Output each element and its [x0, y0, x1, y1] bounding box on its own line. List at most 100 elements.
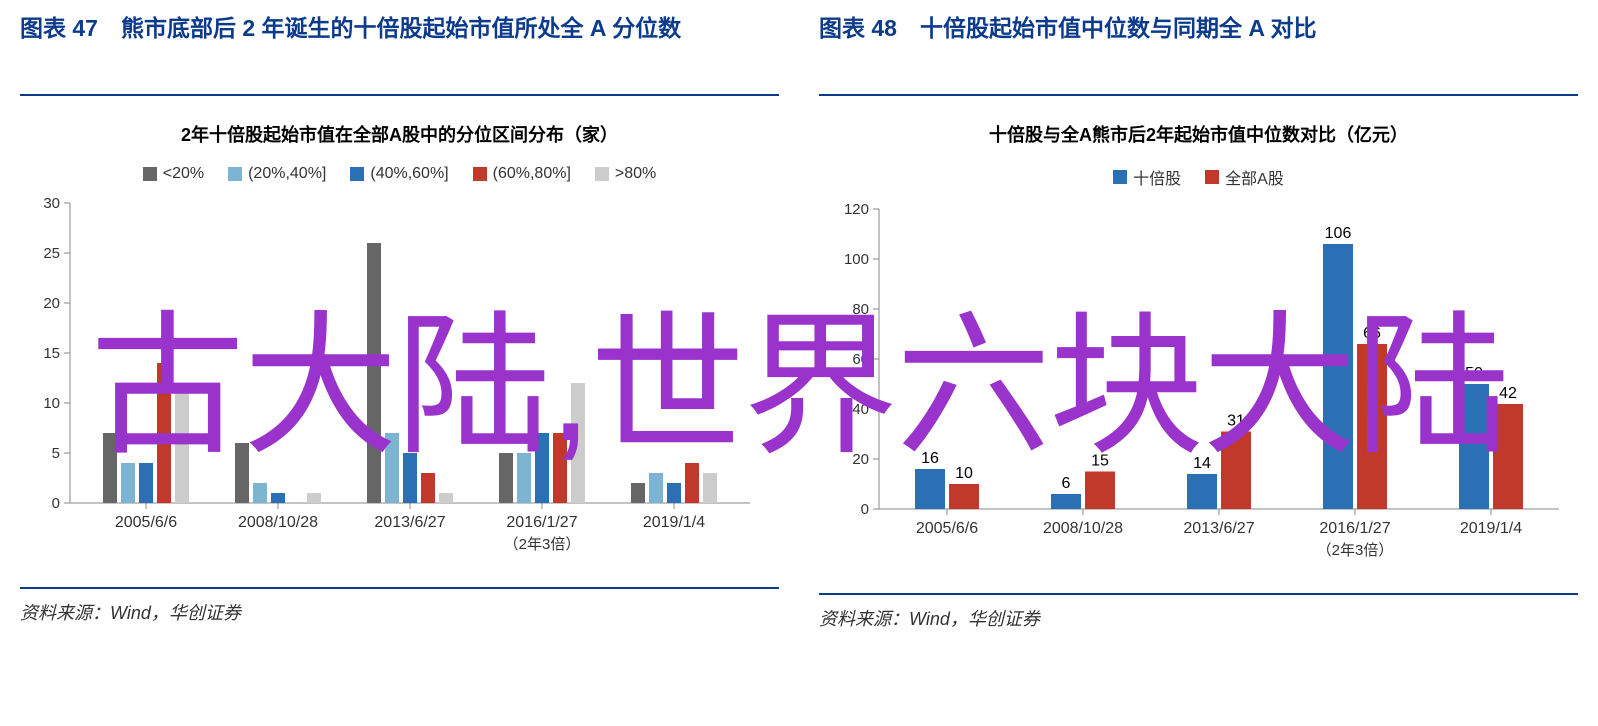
svg-text:2008/10/28: 2008/10/28 [238, 514, 318, 531]
bar [1187, 474, 1217, 509]
svg-text:2005/6/6: 2005/6/6 [115, 514, 177, 531]
bar [1221, 432, 1251, 510]
svg-text:2016/1/27: 2016/1/27 [1319, 520, 1390, 537]
bar [1459, 384, 1489, 509]
svg-text:25: 25 [43, 245, 60, 262]
svg-text:2016/1/27: 2016/1/27 [506, 514, 577, 531]
legend-item: (40%,60%] [350, 165, 448, 183]
legend-swatch [350, 167, 364, 181]
legend-label: 全部A股 [1225, 165, 1284, 189]
bar [949, 484, 979, 509]
svg-text:120: 120 [844, 201, 869, 218]
bar [403, 453, 417, 503]
legend-item: (60%,80%] [473, 165, 571, 183]
svg-text:20: 20 [852, 451, 869, 468]
bar [121, 463, 135, 503]
svg-text:2005/6/6: 2005/6/6 [916, 520, 978, 537]
right-panel: 图表 48 十倍股起始市值中位数与同期全 A 对比 十倍股与全A熊市后2年起始市… [819, 10, 1578, 631]
bar [139, 463, 153, 503]
bar [253, 483, 267, 503]
svg-text:（2年3倍）: （2年3倍） [504, 536, 581, 553]
svg-text:6: 6 [1062, 475, 1071, 492]
svg-text:2013/6/27: 2013/6/27 [1183, 520, 1254, 537]
bar [571, 383, 585, 503]
right-source-rule: 资料来源：Wind，华创证券 [819, 593, 1578, 631]
legend-item: >80% [595, 165, 656, 183]
legend-item: 全部A股 [1205, 165, 1284, 189]
svg-text:14: 14 [1193, 455, 1211, 472]
legend-item: (20%,40%] [228, 165, 326, 183]
svg-text:106: 106 [1325, 225, 1352, 242]
legend-label: >80% [615, 165, 656, 183]
bar [703, 473, 717, 503]
legend-label: 十倍股 [1133, 165, 1181, 189]
legend-swatch [1205, 170, 1219, 184]
bar [235, 443, 249, 503]
right-chart-svg: 0204060801001202005/6/616102008/10/28615… [819, 199, 1559, 579]
right-chart-title: 十倍股与全A熊市后2年起始市值中位数对比（亿元） [819, 121, 1578, 147]
bar [157, 363, 171, 503]
svg-text:5: 5 [52, 445, 60, 462]
bar [175, 393, 189, 503]
left-chart-svg: 0510152025302005/6/62008/10/282013/6/272… [20, 193, 760, 573]
svg-text:15: 15 [1091, 453, 1109, 470]
legend-swatch [228, 167, 242, 181]
left-panel: 图表 47 熊市底部后 2 年诞生的十倍股起始市值所处全 A 分位数 2年十倍股… [20, 10, 779, 631]
svg-text:80: 80 [852, 301, 869, 318]
bar [385, 433, 399, 503]
bar [1323, 244, 1353, 509]
svg-text:100: 100 [844, 251, 869, 268]
svg-text:10: 10 [955, 465, 973, 482]
legend-label: (40%,60%] [370, 165, 448, 183]
legend-swatch [473, 167, 487, 181]
legend-label: (60%,80%] [493, 165, 571, 183]
svg-text:2019/1/4: 2019/1/4 [643, 514, 705, 531]
svg-text:66: 66 [1363, 325, 1381, 342]
svg-text:31: 31 [1227, 413, 1245, 430]
left-chart-area: 0510152025302005/6/62008/10/282013/6/272… [20, 193, 779, 573]
bar [649, 473, 663, 503]
legend-swatch [1113, 170, 1127, 184]
bar [439, 493, 453, 503]
bar [667, 483, 681, 503]
bar [499, 453, 513, 503]
bar [1085, 472, 1115, 510]
bar [307, 493, 321, 503]
left-title-rule [20, 94, 779, 96]
bar [271, 493, 285, 503]
right-legend: 十倍股 全部A股 [819, 165, 1578, 189]
svg-text:16: 16 [921, 450, 939, 467]
bar [367, 243, 381, 503]
bar [103, 433, 117, 503]
right-title: 图表 48 十倍股起始市值中位数与同期全 A 对比 [819, 10, 1578, 94]
legend-item: <20% [143, 165, 204, 183]
svg-text:10: 10 [43, 395, 60, 412]
left-title: 图表 47 熊市底部后 2 年诞生的十倍股起始市值所处全 A 分位数 [20, 10, 779, 94]
svg-text:2019/1/4: 2019/1/4 [1460, 520, 1522, 537]
bar [517, 453, 531, 503]
bar [1051, 494, 1081, 509]
svg-text:40: 40 [852, 401, 869, 418]
legend-item: 十倍股 [1113, 165, 1181, 189]
bar [553, 433, 567, 503]
svg-text:50: 50 [1465, 365, 1483, 382]
bar [915, 469, 945, 509]
left-source-rule: 资料来源：Wind，华创证券 [20, 587, 779, 625]
svg-text:60: 60 [852, 351, 869, 368]
bar [535, 433, 549, 503]
svg-text:（2年3倍）: （2年3倍） [1317, 542, 1394, 559]
right-title-rule [819, 94, 1578, 96]
svg-text:0: 0 [52, 495, 60, 512]
legend-swatch [143, 167, 157, 181]
bar [685, 463, 699, 503]
legend-label: <20% [163, 165, 204, 183]
svg-text:2013/6/27: 2013/6/27 [374, 514, 445, 531]
legend-swatch [595, 167, 609, 181]
left-source: 资料来源：Wind，华创证券 [20, 599, 779, 625]
bar [1493, 404, 1523, 509]
svg-text:30: 30 [43, 195, 60, 212]
bar [1357, 344, 1387, 509]
svg-text:20: 20 [43, 295, 60, 312]
svg-text:2008/10/28: 2008/10/28 [1043, 520, 1123, 537]
right-source: 资料来源：Wind，华创证券 [819, 605, 1578, 631]
